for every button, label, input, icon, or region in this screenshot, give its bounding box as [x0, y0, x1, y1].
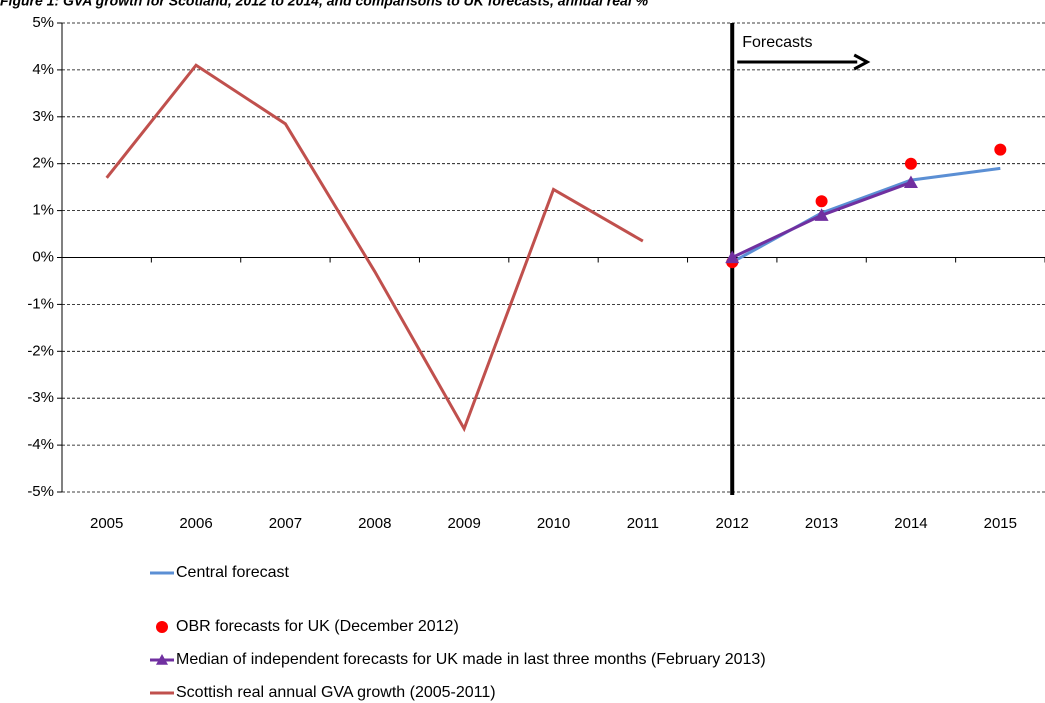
y-tick-label: 3%: [32, 108, 54, 125]
y-tick-label: -1%: [27, 295, 54, 312]
point: [903, 175, 918, 189]
x-tick-label: 2008: [358, 515, 391, 532]
y-tick-label: -2%: [27, 342, 54, 359]
y-tick-label: 4%: [32, 61, 54, 78]
y-tick-label: 1%: [32, 202, 54, 219]
series-line: [731, 166, 1001, 264]
x-tick-label: 2009: [447, 515, 480, 532]
series-line: [105, 63, 644, 433]
x-tick-label: 2006: [179, 515, 212, 532]
x-tick-label: 2007: [269, 515, 302, 532]
x-tick-label: 2010: [537, 515, 570, 532]
chart-title: Figure 1: GVA growth for Scotland, 2012 …: [0, 0, 649, 9]
legend-swatch: [156, 621, 168, 633]
point: [814, 208, 829, 221]
point: [815, 195, 828, 208]
y-tick-label: 2%: [32, 155, 54, 172]
x-tick-label: 2012: [716, 515, 749, 532]
legend-swatch: [156, 654, 168, 665]
y-tick-label: -5%: [27, 483, 54, 500]
legend-label: OBR forecasts for UK (December 2012): [176, 618, 459, 635]
legend-label: Central forecast: [176, 564, 289, 581]
point: [725, 250, 740, 264]
x-tick-label: 2013: [805, 515, 838, 532]
point: [904, 157, 917, 170]
point: [994, 143, 1007, 156]
legend-label: Median of independent forecasts for UK m…: [176, 651, 766, 668]
x-tick-label: 2015: [984, 515, 1017, 532]
y-tick-label: -3%: [27, 389, 54, 406]
y-tick-label: 5%: [32, 14, 54, 31]
x-tick-label: 2005: [90, 515, 123, 532]
legend-label: Scottish real annual GVA growth (2005-20…: [176, 684, 496, 701]
x-tick-label: 2011: [627, 515, 659, 532]
y-tick-label: 0%: [32, 248, 54, 265]
y-tick-label: -4%: [27, 436, 54, 453]
x-tick-label: 2014: [894, 515, 927, 532]
arrow-head: [853, 53, 871, 71]
annotation: Forecasts: [742, 34, 812, 51]
